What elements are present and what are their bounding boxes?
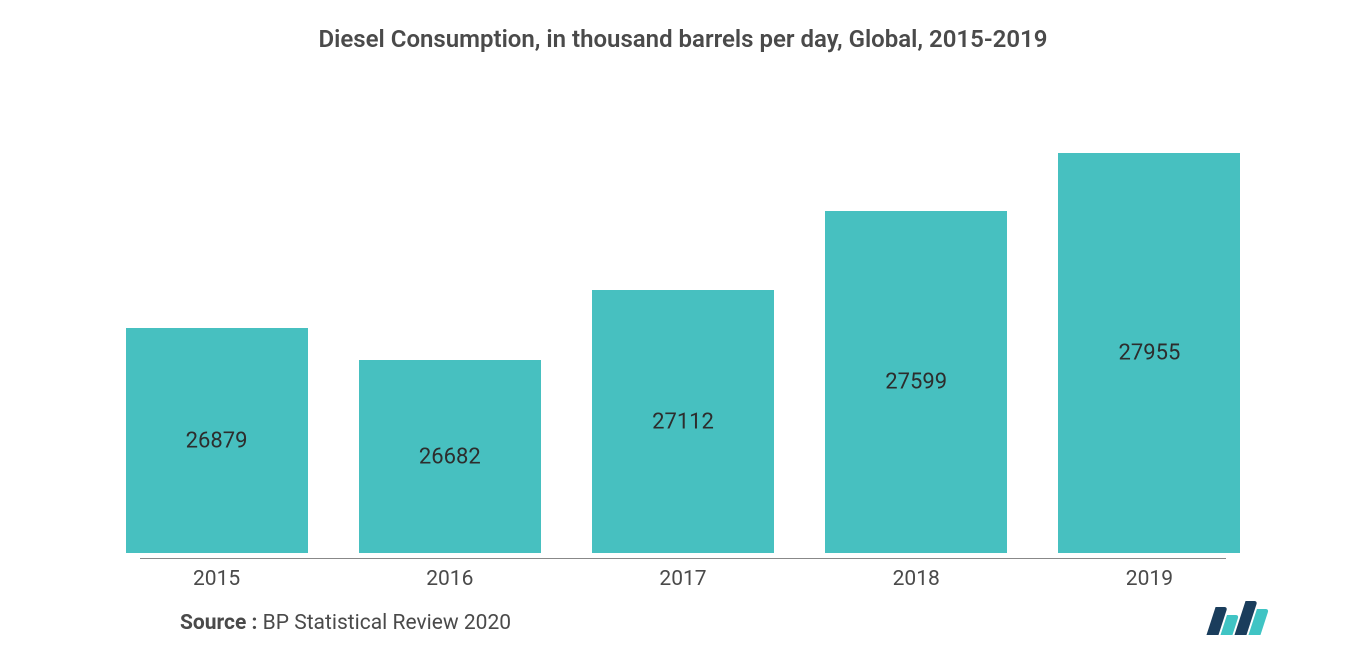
bar-group-0: 26879 (100, 93, 333, 553)
bar-value-4: 27955 (1118, 340, 1180, 365)
chart-container: Diesel Consumption, in thousand barrels … (0, 0, 1366, 655)
source-text: BP Statistical Review 2020 (257, 611, 511, 635)
bar-2: 27112 (592, 290, 774, 553)
bar-value-1: 26682 (419, 444, 481, 469)
bar-1: 26682 (359, 360, 541, 553)
plot-area: 26879 26682 27112 27599 27955 (40, 93, 1326, 553)
bar-4: 27955 (1058, 153, 1240, 553)
bar-value-3: 27599 (885, 369, 947, 394)
x-axis-labels: 2015 2016 2017 2018 2019 (40, 559, 1326, 591)
bar-3: 27599 (825, 211, 1007, 553)
mordor-logo-icon (1212, 601, 1266, 635)
bar-value-0: 26879 (186, 428, 248, 453)
bar-0: 26879 (126, 328, 308, 553)
x-label-0: 2015 (100, 567, 333, 591)
chart-title: Diesel Consumption, in thousand barrels … (40, 25, 1326, 53)
x-label-3: 2018 (800, 567, 1033, 591)
bar-value-2: 27112 (652, 409, 714, 434)
x-label-2: 2017 (566, 567, 799, 591)
source-citation: Source : BP Statistical Review 2020 (180, 611, 511, 635)
x-label-4: 2019 (1033, 567, 1266, 591)
x-label-1: 2016 (333, 567, 566, 591)
bar-group-4: 27955 (1033, 93, 1266, 553)
bar-group-3: 27599 (800, 93, 1033, 553)
bar-group-1: 26682 (333, 93, 566, 553)
bar-group-2: 27112 (566, 93, 799, 553)
source-label: Source : (180, 611, 257, 635)
chart-footer: Source : BP Statistical Review 2020 (40, 591, 1326, 635)
